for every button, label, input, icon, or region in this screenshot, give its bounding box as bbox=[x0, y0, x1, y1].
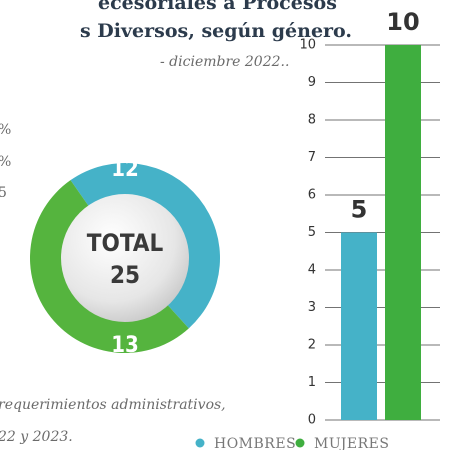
donut-center bbox=[61, 194, 189, 322]
legend-label: MUJERES bbox=[314, 436, 389, 450]
y-tick-label: 1 bbox=[308, 375, 316, 390]
text-fragment: 5 bbox=[0, 185, 7, 201]
title-line: s Diversos, según género. bbox=[80, 20, 352, 42]
donut-value-label: 13 bbox=[111, 333, 139, 358]
y-tick-label: 8 bbox=[308, 113, 316, 128]
donut-center-label: TOTAL bbox=[87, 229, 164, 257]
donut-value-label: 12 bbox=[111, 157, 139, 182]
bar-value-label: 5 bbox=[351, 196, 368, 224]
title-line: ecesoriales a Procesos bbox=[98, 0, 337, 14]
legend-marker bbox=[295, 438, 305, 448]
y-tick-label: 4 bbox=[308, 263, 316, 278]
legend-label: HOMBRES bbox=[214, 436, 296, 450]
bar-chart: 0 1 2 3 4 5 6 7 8 9 10 5 HOMBRES 10 MUJERES bbox=[195, 8, 440, 450]
y-tick-label: 9 bbox=[308, 75, 316, 90]
bar bbox=[341, 232, 377, 420]
footnote: requerimientos administrativos, bbox=[0, 397, 226, 413]
donut-total: 25 bbox=[110, 261, 140, 289]
y-tick-label: 5 bbox=[308, 225, 316, 240]
footnote: 22 y 2023. bbox=[0, 429, 73, 445]
y-tick-label: 3 bbox=[308, 300, 316, 315]
donut-segment bbox=[30, 180, 189, 353]
text-fragment: % bbox=[0, 154, 11, 170]
text-fragment: % bbox=[0, 122, 11, 138]
bar-value-label: 10 bbox=[386, 8, 419, 36]
y-tick-label: 2 bbox=[308, 338, 316, 353]
legend-marker bbox=[195, 438, 205, 448]
subtitle: - diciembre 2022.. bbox=[160, 54, 289, 70]
y-tick-label: 0 bbox=[308, 413, 316, 428]
donut-chart: 12 13 TOTAL 25 bbox=[30, 157, 221, 358]
donut-segment bbox=[70, 162, 221, 329]
y-tick-label: 10 bbox=[299, 38, 316, 53]
y-tick-label: 6 bbox=[308, 188, 316, 203]
bar bbox=[385, 45, 421, 420]
y-tick-label: 7 bbox=[308, 150, 316, 165]
